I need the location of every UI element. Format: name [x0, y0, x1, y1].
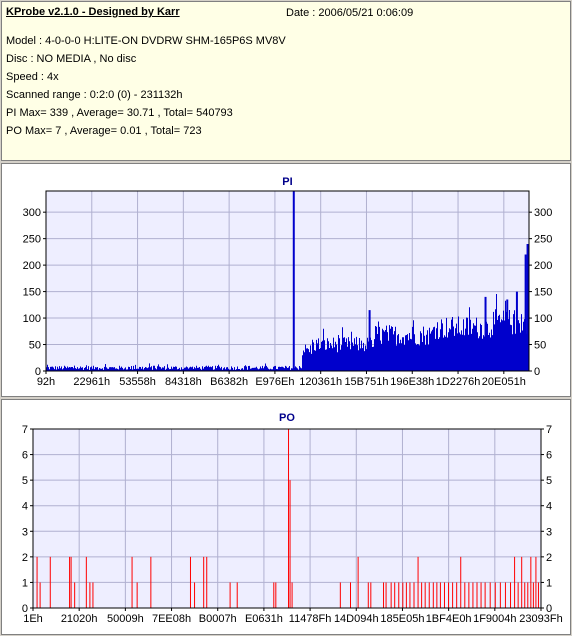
- x-tick-label: 23093Fh: [519, 613, 562, 625]
- pi-summary-line: PI Max= 339 , Average= 30.71 , Total= 54…: [6, 107, 233, 119]
- y-tick-label-right: 250: [534, 234, 552, 246]
- y-tick-label-right: 5: [546, 475, 552, 487]
- x-tick-label: B0007h: [199, 613, 237, 625]
- y-tick-label-right: 7: [546, 424, 552, 436]
- y-tick-label-right: 50: [534, 340, 546, 352]
- x-tick-label: 92h: [37, 376, 55, 388]
- x-tick-label: E976Eh: [255, 376, 294, 388]
- y-tick-label-left: 4: [22, 501, 28, 513]
- y-tick-label-left: 50: [29, 340, 41, 352]
- y-tick-label-left: 200: [23, 260, 41, 272]
- y-tick-label-right: 6: [546, 450, 552, 462]
- y-tick-label-right: 2: [546, 552, 552, 564]
- x-tick-label: 15B751h: [344, 376, 388, 388]
- y-tick-label-left: 150: [23, 287, 41, 299]
- plot-frame: [45, 190, 530, 372]
- po-chart-panel: PO 0 0 1 1 2 2 3 3 4 4 5 5 6 6 7 7 1Eh 21020h 50009h 7EE08h B…: [1, 399, 571, 635]
- info-panel: KProbe v2.1.0 - Designed by Karr Date : …: [1, 1, 571, 161]
- y-tick-label-right: 0: [534, 366, 540, 378]
- series-po: [36, 429, 539, 608]
- x-tick-label: 120361h: [299, 376, 342, 388]
- x-tick-label: 1BF4E0h: [426, 613, 472, 625]
- chart-title: PI: [282, 176, 292, 188]
- y-tick-label-left: 100: [23, 313, 41, 325]
- y-tick-label-left: 300: [23, 207, 41, 219]
- x-tick-label: 1Eh: [23, 613, 43, 625]
- pi-chart-panel: PI 0 0 50 50 100 100 150 150 200 200 250 250 300 300 92…: [1, 163, 571, 397]
- x-tick-label: 196E38h: [390, 376, 434, 388]
- x-tick-label: E0631h: [245, 613, 283, 625]
- y-tick-label-left: 250: [23, 234, 41, 246]
- y-tick-label-left: 0: [22, 603, 28, 615]
- x-tick-label: 50009h: [107, 613, 144, 625]
- y-tick-label-left: 6: [22, 450, 28, 462]
- x-tick-label: 53558h: [119, 376, 156, 388]
- po-chart: PO 0 0 1 1 2 2 3 3 4 4 5 5 6 6 7 7 1Eh 21020h 50009h 7EE08h B…: [22, 412, 563, 625]
- po-summary-line: PO Max= 7 , Average= 0.01 , Total= 723: [6, 125, 202, 137]
- y-tick-label-right: 100: [534, 313, 552, 325]
- x-tick-label: 84318h: [165, 376, 202, 388]
- x-tick-label: 185E05h: [380, 613, 424, 625]
- y-tick-label-right: 300: [534, 207, 552, 219]
- scan-date: Date : 2006/05/21 0:06:09: [286, 7, 414, 19]
- plot-frame: [32, 428, 542, 609]
- x-tick-label: 7EE08h: [152, 613, 191, 625]
- y-tick-label-right: 0: [546, 603, 552, 615]
- x-tick-label: 1F9004h: [473, 613, 516, 625]
- chart-title: PO: [279, 412, 295, 424]
- x-tick-label: B6382h: [210, 376, 248, 388]
- x-tick-label: 1D2276h: [436, 376, 481, 388]
- y-tick-label-right: 200: [534, 260, 552, 272]
- speed-line: Speed : 4x: [6, 71, 59, 83]
- plot-area: [32, 428, 542, 609]
- y-tick-label-left: 7: [22, 424, 28, 436]
- scanned-range-line: Scanned range : 0:2:0 (0) - 231132h: [6, 89, 183, 101]
- y-tick-label-right: 3: [546, 526, 552, 538]
- y-tick-label-left: 5: [22, 475, 28, 487]
- y-tick-label-left: 3: [22, 526, 28, 538]
- y-tick-label-left: 2: [22, 552, 28, 564]
- y-tick-label-left: 0: [35, 366, 41, 378]
- y-tick-label-left: 1: [22, 577, 28, 589]
- model-line: Model : 4-0-0-0 H:LITE-ON DVDRW SHM-165P…: [6, 35, 286, 47]
- y-tick-label-right: 150: [534, 287, 552, 299]
- pi-chart: PI 0 0 50 50 100 100 150 150 200 200 250 250 300 300 92…: [23, 176, 553, 388]
- y-tick-label-right: 4: [546, 501, 552, 513]
- x-tick-label: 21020h: [61, 613, 98, 625]
- y-tick-label-right: 1: [546, 577, 552, 589]
- x-tick-label: 14D094h: [334, 613, 379, 625]
- disc-line: Disc : NO MEDIA , No disc: [6, 53, 137, 65]
- x-tick-label: 22961h: [73, 376, 110, 388]
- x-tick-label: 20E051h: [482, 376, 526, 388]
- app-title: KProbe v2.1.0 - Designed by Karr: [6, 6, 180, 18]
- x-tick-label: 11478Fh: [289, 613, 332, 625]
